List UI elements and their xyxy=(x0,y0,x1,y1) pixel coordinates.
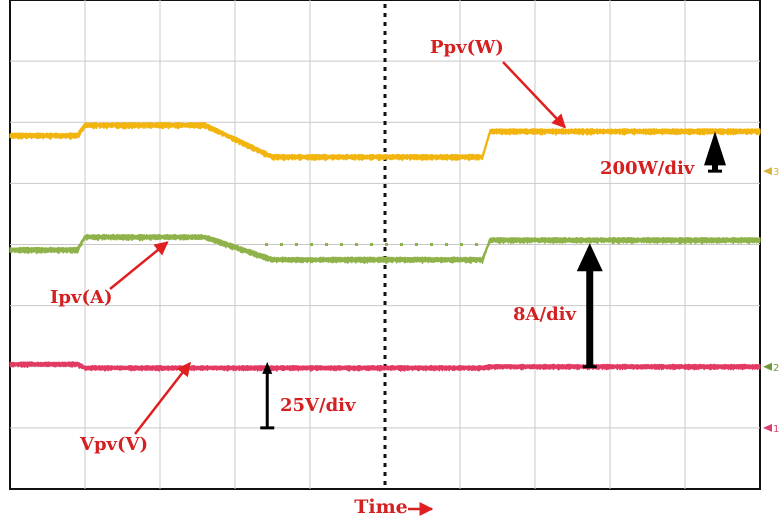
annotation-group: Ppv(W) Ipv(A) Vpv(V) 200W/div 8A/div 25V/div 3… xyxy=(50,37,779,455)
label-ipv: Ipv(A) xyxy=(50,287,112,308)
scale-arrow-ipv-head xyxy=(576,243,603,272)
trace-ipv xyxy=(9,233,761,265)
label-25v-div: 25V/div xyxy=(280,395,356,416)
channel-3-marker-icon xyxy=(763,167,772,176)
label-200w-div: 200W/div xyxy=(600,158,695,179)
pointer-arrow-ppv xyxy=(502,61,566,129)
channel-1-marker-icon xyxy=(763,423,772,432)
channel-2-marker-icon xyxy=(763,362,772,371)
label-ppv: Ppv(W) xyxy=(430,37,504,58)
channel-3-label: 3 xyxy=(773,167,779,178)
channel-2-label: 2 xyxy=(773,363,779,374)
label-vpv: Vpv(V) xyxy=(79,434,148,455)
scale-arrow-ppv-head xyxy=(704,131,726,166)
trace-vpv xyxy=(9,361,761,372)
trace-ppv xyxy=(9,122,761,162)
x-axis-label: Time xyxy=(354,496,408,518)
channel-1-label: 1 xyxy=(773,424,779,435)
scale-arrow-vpv-head xyxy=(262,361,273,374)
trace-group xyxy=(9,122,761,372)
pointer-arrow-ipv xyxy=(109,241,169,290)
pointer-arrow-vpv xyxy=(134,361,191,435)
label-8a-div: 8A/div xyxy=(513,304,576,325)
